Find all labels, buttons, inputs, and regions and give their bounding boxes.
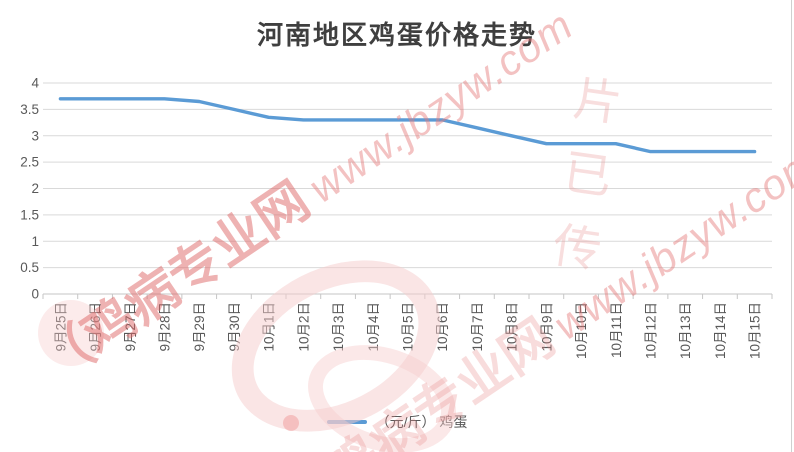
x-axis-label: 10月15日 [748, 302, 763, 359]
y-axis-label: 1.5 [20, 207, 39, 222]
y-axis-label: 2 [31, 181, 39, 196]
x-axis-label: 10月9日 [539, 302, 554, 352]
legend-series-label: （元/斤） 鸡蛋 [375, 414, 468, 430]
x-axis-label: 9月30日 [227, 302, 242, 352]
x-axis-label: 10月4日 [366, 302, 381, 352]
x-axis-label: 9月25日 [53, 302, 68, 352]
x-axis-label: 10月1日 [262, 302, 277, 352]
y-axis-label: 2.5 [20, 155, 39, 170]
price-line [58, 97, 757, 154]
x-axis-label: 10月7日 [470, 302, 485, 352]
x-axis-label: 10月3日 [331, 302, 346, 352]
x-axis-label: 10月14日 [713, 302, 728, 359]
chart-title: 河南地区鸡蛋价格走势 [256, 20, 537, 50]
y-axis-label: 3 [31, 128, 39, 143]
legend-line-swatch [326, 420, 367, 424]
x-axis-label: 10月12日 [644, 302, 659, 359]
x-axis-label: 10月5日 [401, 302, 416, 352]
y-axis-label: 0 [31, 287, 39, 302]
x-axis-label: 9月29日 [192, 302, 207, 352]
x-axis-label: 10月6日 [435, 302, 450, 352]
x-axis-label: 9月27日 [123, 302, 138, 352]
y-axis-label: 0.5 [20, 260, 39, 275]
chart-right-border [791, 0, 792, 452]
legend: （元/斤） 鸡蛋 [0, 409, 794, 435]
y-axis-label: 4 [31, 76, 39, 91]
x-axis-label: 10月11日 [609, 302, 624, 358]
x-axis-label: 9月26日 [88, 302, 103, 352]
x-axis-label: 10月13日 [678, 302, 693, 359]
y-axis-label: 1 [31, 234, 39, 249]
x-axis-label: 10月2日 [296, 302, 311, 352]
x-axis-label: 10月10日 [574, 302, 589, 359]
y-axis-label: 3.5 [20, 102, 39, 117]
x-axis-label: 9月28日 [158, 302, 173, 352]
x-axis-label: 10月8日 [505, 302, 520, 352]
